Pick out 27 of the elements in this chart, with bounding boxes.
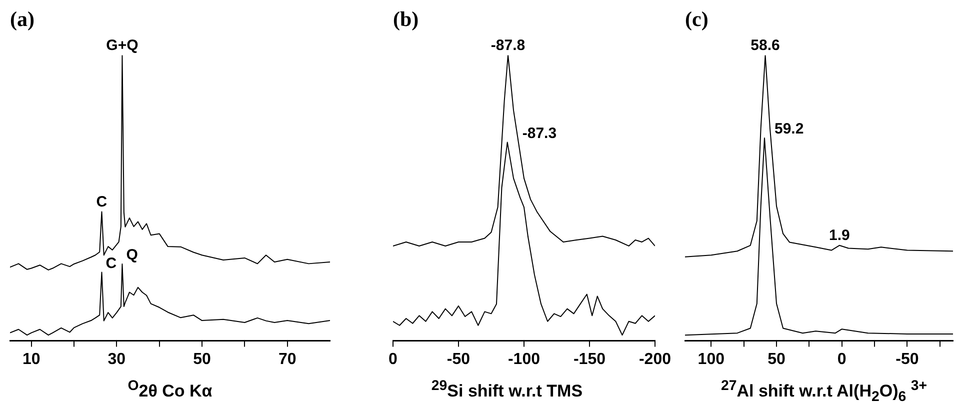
x-tick-label: 70 xyxy=(278,350,296,368)
x-axis-title: $^{O}$2θ Co Kα xyxy=(126,378,214,402)
x-tick-label: 0 xyxy=(837,350,846,368)
chart-title: (b) xyxy=(393,7,419,32)
annotation: Q xyxy=(126,246,138,264)
x-tick-label: 50 xyxy=(768,350,786,368)
annotation: C xyxy=(96,193,108,210)
annotation: G+Q xyxy=(106,36,139,54)
annotation: -87.3 xyxy=(522,124,557,142)
annotation: 59.2 xyxy=(774,120,804,138)
chart-title: (c) xyxy=(685,7,708,32)
annotation: 1.9 xyxy=(828,227,850,244)
x-tick-label: 100 xyxy=(698,350,725,368)
x-tick-label: -200 xyxy=(638,350,672,368)
x-tick-label: 30 xyxy=(108,350,126,368)
x-axis-title: $^{29}$Si shift w.r.t TMS xyxy=(430,378,584,402)
x-tick-label: -100 xyxy=(508,350,540,368)
x-tick-label: 10 xyxy=(22,350,40,368)
annotation: -87.8 xyxy=(490,36,526,54)
x-tick-label: -50 xyxy=(896,350,919,368)
x-tick-label: 50 xyxy=(193,350,211,368)
annotation: 58.6 xyxy=(750,36,780,54)
chart-title: (a) xyxy=(10,7,34,32)
x-tick-label: 0 xyxy=(388,350,398,368)
x-tick-label: -50 xyxy=(446,350,470,368)
annotation: C xyxy=(106,254,117,272)
x-tick-label: -150 xyxy=(573,350,606,368)
